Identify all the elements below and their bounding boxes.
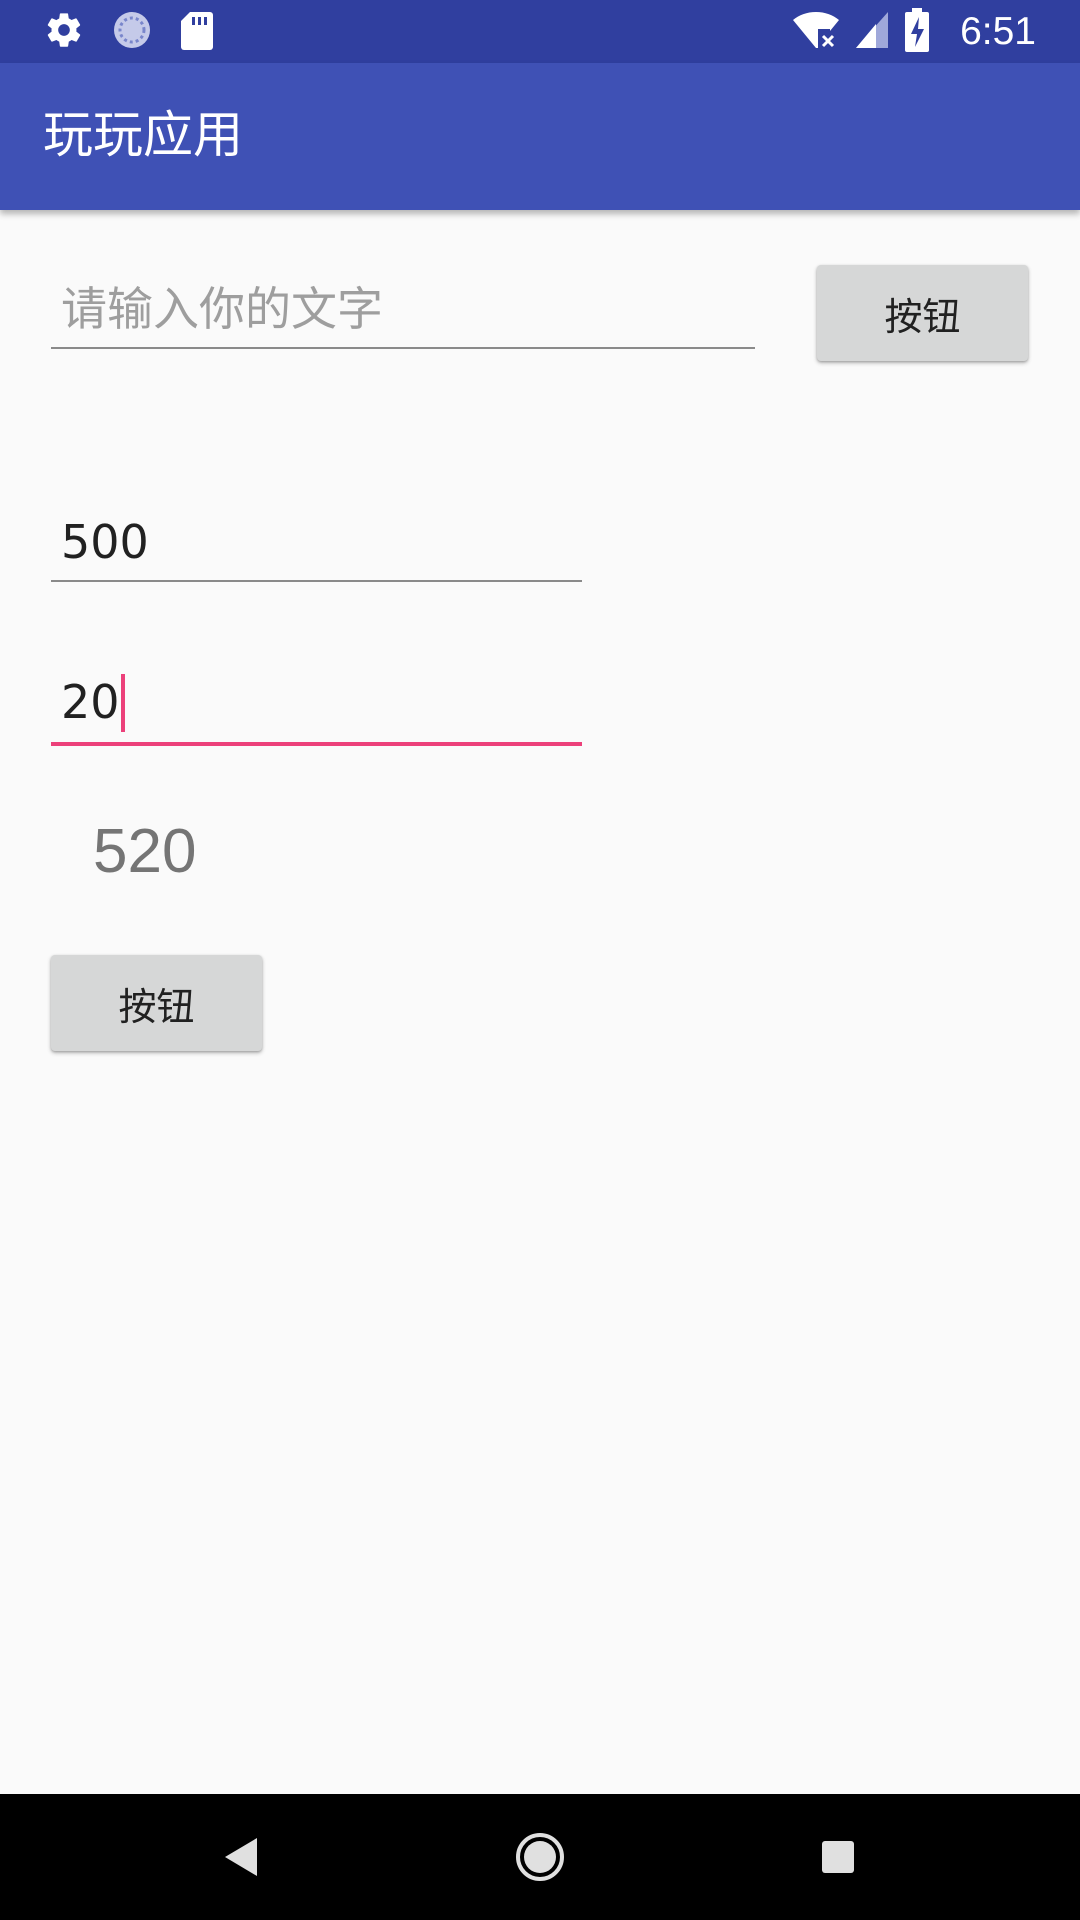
navigation-bar: [0, 1794, 1080, 1920]
text-cursor: [120, 673, 125, 732]
sync-icon: [112, 10, 152, 54]
bottom-button[interactable]: 按钮: [51, 955, 262, 1051]
back-icon[interactable]: [211, 1827, 271, 1887]
status-time: 6:51: [960, 10, 1036, 53]
status-right-icons: 6:51: [792, 8, 1036, 56]
number-input-1[interactable]: 500: [51, 512, 582, 582]
number-input-1-value: 500: [61, 515, 149, 569]
sd-card-icon: [180, 10, 214, 54]
number-input-2-value: 20: [61, 675, 120, 729]
settings-icon: [44, 10, 84, 54]
text-input[interactable]: 请输入你的文字: [51, 279, 755, 349]
status-left-icons: [44, 10, 214, 54]
app-bar: 玩玩应用: [0, 63, 1080, 210]
top-button-label: 按钮: [884, 294, 961, 339]
number-input-2[interactable]: 20: [51, 672, 582, 746]
bottom-button-label: 按钮: [118, 984, 195, 1029]
status-bar: 6:51: [0, 0, 1080, 63]
result-text: 520: [93, 817, 197, 886]
recents-icon[interactable]: [808, 1827, 868, 1887]
top-button[interactable]: 按钮: [817, 265, 1028, 361]
home-icon[interactable]: [510, 1827, 570, 1887]
app-title: 玩玩应用: [43, 106, 243, 164]
battery-charging-icon: [904, 8, 930, 56]
text-input-placeholder: 请输入你的文字: [61, 282, 383, 336]
signal-icon: [854, 10, 890, 54]
wifi-off-icon: [792, 10, 840, 54]
